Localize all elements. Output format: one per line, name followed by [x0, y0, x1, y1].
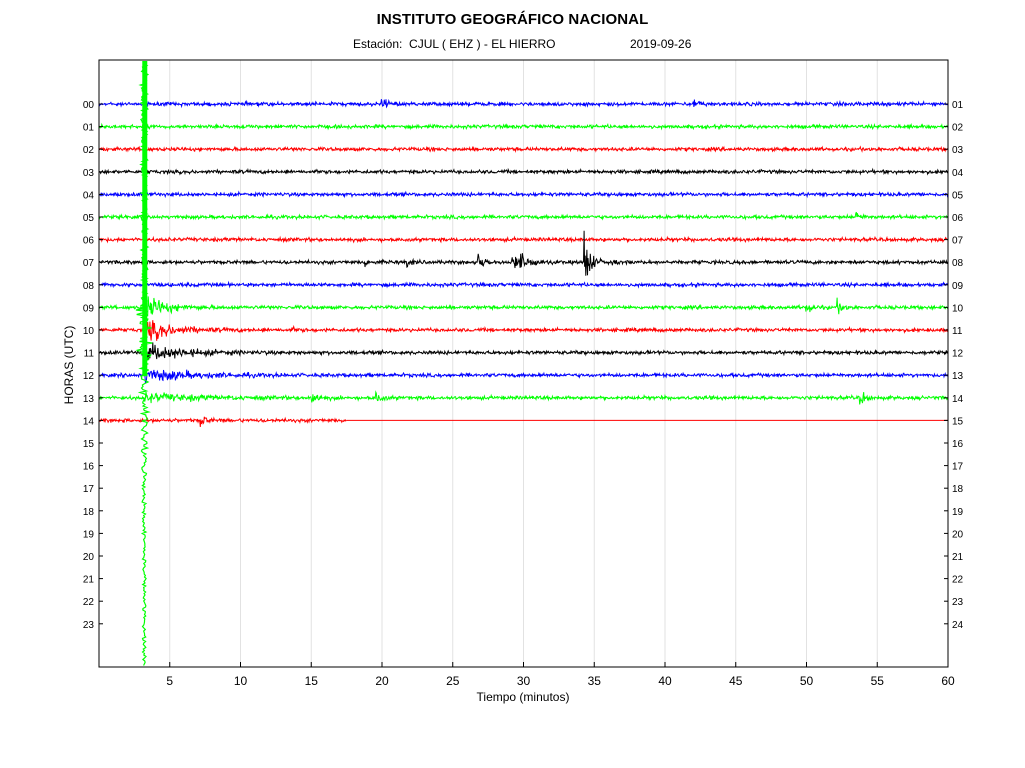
trace-hour	[98, 342, 949, 361]
x-tick-label: 40	[658, 674, 672, 688]
y-tick-label-left: 15	[83, 439, 95, 450]
y-tick-label-right: 02	[952, 123, 964, 134]
y-tick-label-left: 10	[83, 326, 95, 337]
y-tick-label-left: 07	[83, 258, 95, 269]
trace-hour	[98, 122, 949, 131]
trace-hour	[98, 235, 949, 244]
y-tick-label-left: 04	[83, 190, 95, 201]
y-tick-label-right: 24	[952, 620, 964, 631]
y-tick-label-right: 07	[952, 236, 964, 247]
y-tick-label-left: 12	[83, 371, 95, 382]
trace-hour	[98, 167, 949, 176]
x-tick-label: 20	[375, 674, 389, 688]
trace-hour	[98, 190, 949, 199]
trace-hour	[98, 98, 949, 109]
y-tick-label-right: 19	[952, 507, 964, 518]
axis-ticks	[99, 103, 949, 667]
y-tick-label-right: 11	[952, 326, 963, 337]
station-label: Estación:	[353, 37, 403, 51]
trace-hour	[98, 296, 949, 317]
y-tick-label-left: 01	[83, 123, 95, 134]
x-tick-label: 35	[588, 674, 602, 688]
trace-hour	[98, 318, 949, 343]
trace-hour	[98, 280, 949, 289]
y-tick-label-left: 11	[84, 349, 95, 360]
x-tick-label: 55	[871, 674, 885, 688]
trace-hour	[98, 145, 949, 153]
y-tick-label-right: 09	[952, 281, 964, 292]
y-tick-label-right: 23	[952, 597, 964, 608]
axis-labels: 5 10 15 20 25 30 35 40 45 50 55 60 00 01 02 03 04 05 06 07 0…	[83, 100, 964, 688]
trace-hour	[98, 369, 949, 384]
x-tick-label: 50	[800, 674, 814, 688]
y-tick-label-right: 18	[952, 484, 964, 495]
y-tick-label-right: 10	[952, 303, 964, 314]
chart-title: INSTITUTO GEOGRÁFICO NACIONAL	[376, 11, 649, 28]
y-tick-label-left: 22	[83, 597, 95, 608]
y-tick-label-right: 01	[952, 100, 964, 111]
y-tick-label-left: 05	[83, 213, 95, 224]
y-tick-label-right: 04	[952, 168, 964, 179]
x-tick-label: 45	[729, 674, 743, 688]
y-tick-label-left: 23	[83, 620, 95, 631]
main-event-core	[142, 61, 148, 377]
x-tick-label: 10	[234, 674, 248, 688]
y-tick-label-left: 14	[83, 416, 95, 427]
y-tick-label-left: 19	[83, 529, 95, 540]
x-axis-label: Tiempo (minutos)	[477, 690, 570, 704]
station-value: CJUL ( EHZ ) - EL HIERRO	[409, 37, 556, 51]
x-tick-label: 30	[517, 674, 531, 688]
station-info: Estación: CJUL ( EHZ ) - EL HIERRO	[353, 37, 556, 51]
y-tick-label-right: 12	[952, 349, 964, 360]
trace-hour	[98, 211, 949, 221]
trace-hour	[98, 416, 347, 427]
y-tick-label-left: 20	[83, 552, 95, 563]
x-tick-label: 5	[166, 674, 173, 688]
y-tick-label-left: 17	[83, 484, 95, 495]
y-tick-label-right: 17	[952, 462, 964, 473]
trace-hour	[98, 390, 949, 405]
trace-hour	[98, 230, 949, 276]
y-tick-label-right: 03	[952, 145, 964, 156]
y-tick-label-left: 21	[83, 575, 95, 586]
y-tick-label-right: 15	[952, 416, 964, 427]
x-tick-label: 60	[941, 674, 955, 688]
y-tick-label-left: 09	[83, 303, 95, 314]
y-tick-label-right: 20	[952, 529, 964, 540]
y-tick-label-right: 05	[952, 190, 964, 201]
y-tick-label-right: 06	[952, 213, 964, 224]
y-tick-label-left: 16	[83, 462, 95, 473]
x-tick-label: 25	[446, 674, 460, 688]
gridlines	[169, 60, 878, 667]
y-tick-label-left: 00	[83, 100, 95, 111]
y-tick-label-right: 21	[952, 552, 964, 563]
y-tick-label-right: 08	[952, 258, 964, 269]
seismic-traces	[98, 60, 949, 666]
y-tick-label-left: 13	[83, 394, 95, 405]
y-tick-label-left: 02	[83, 145, 95, 156]
y-tick-label-left: 06	[83, 236, 95, 247]
y-axis-label: HORAS (UTC)	[62, 326, 76, 405]
y-tick-label-right: 16	[952, 439, 964, 450]
y-tick-label-right: 13	[952, 371, 964, 382]
y-tick-label-right: 22	[952, 575, 964, 586]
y-tick-label-left: 03	[83, 168, 95, 179]
y-tick-label-right: 14	[952, 394, 964, 405]
x-tick-label: 15	[305, 674, 319, 688]
record-date: 2019-09-26	[630, 37, 692, 51]
y-tick-label-left: 08	[83, 281, 95, 292]
y-tick-label-left: 18	[83, 507, 95, 518]
